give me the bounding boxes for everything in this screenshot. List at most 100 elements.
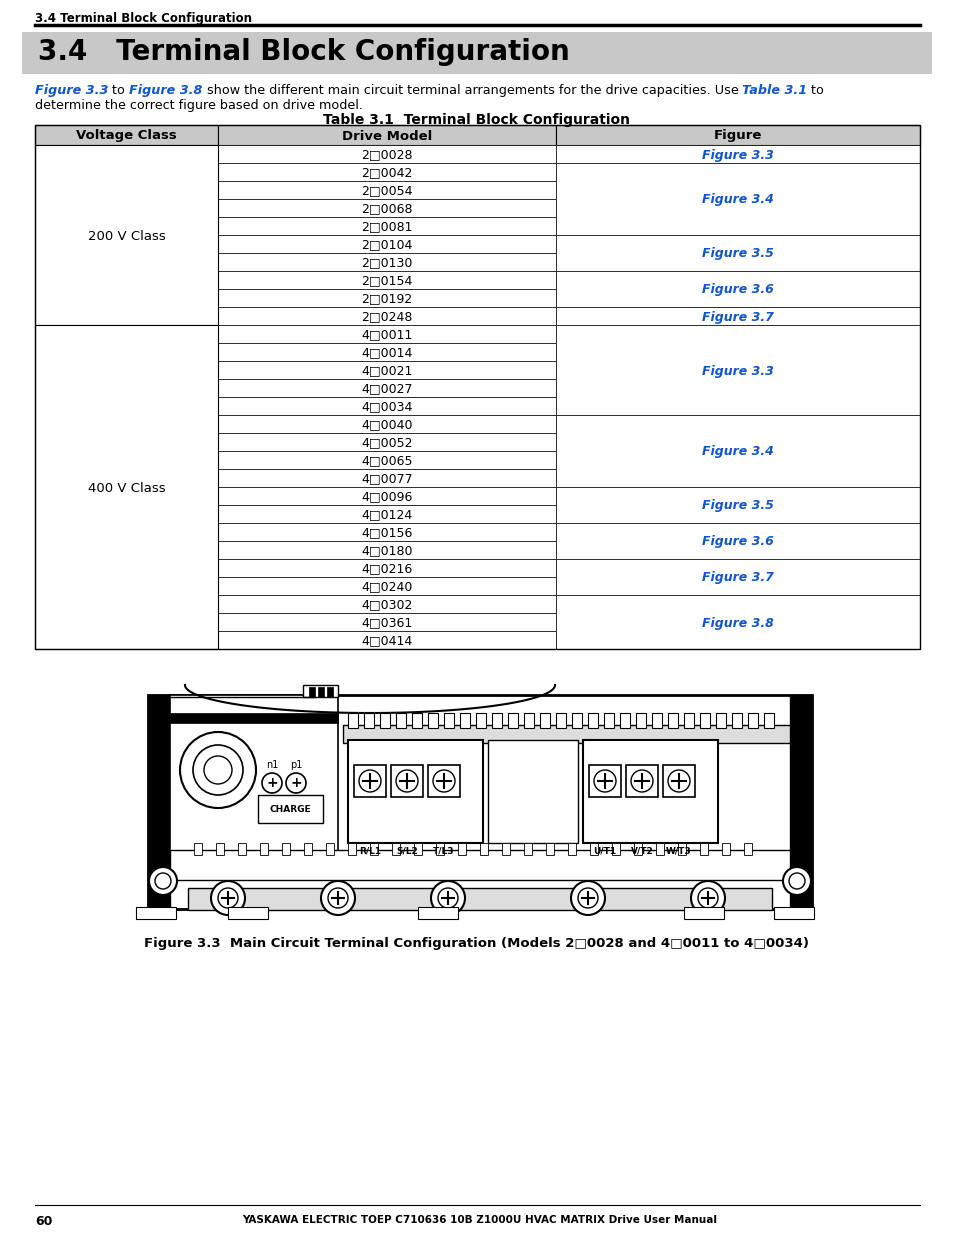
Text: Voltage Class: Voltage Class — [76, 130, 176, 142]
Bar — [260, 844, 268, 855]
Text: 200 V Class: 200 V Class — [88, 230, 165, 242]
Bar — [721, 844, 729, 855]
Text: 4□0156: 4□0156 — [361, 526, 413, 540]
Circle shape — [437, 888, 457, 908]
Text: YASKAWA ELECTRIC TOEP C710636 10B Z1000U HVAC MATRIX Drive User Manual: YASKAWA ELECTRIC TOEP C710636 10B Z1000U… — [242, 1215, 717, 1225]
Bar — [218, 541, 556, 559]
Bar — [218, 613, 556, 631]
Text: 4□0124: 4□0124 — [361, 509, 413, 521]
Bar — [716, 713, 725, 727]
Circle shape — [690, 881, 724, 915]
Bar — [662, 764, 695, 797]
Bar — [523, 713, 534, 727]
Bar — [170, 695, 337, 860]
Text: CHARGE: CHARGE — [270, 805, 311, 815]
Bar — [257, 795, 323, 823]
Bar — [572, 713, 581, 727]
Bar — [619, 713, 629, 727]
Bar — [317, 687, 324, 697]
Text: Figure 3.6: Figure 3.6 — [701, 284, 773, 296]
Bar — [35, 125, 218, 144]
Bar — [218, 522, 556, 541]
Bar — [148, 695, 170, 909]
Circle shape — [286, 773, 306, 793]
Text: 2□0104: 2□0104 — [361, 238, 413, 252]
Bar — [348, 844, 355, 855]
Bar — [589, 844, 598, 855]
Text: 4□0034: 4□0034 — [361, 400, 413, 414]
Text: 2□0054: 2□0054 — [361, 184, 413, 198]
Text: 2□0248: 2□0248 — [361, 310, 413, 324]
Bar — [136, 906, 175, 919]
Text: 2□0192: 2□0192 — [361, 293, 413, 305]
Text: to: to — [806, 84, 823, 98]
Text: Figure 3.6: Figure 3.6 — [701, 536, 773, 548]
Bar — [588, 764, 620, 797]
Circle shape — [698, 888, 718, 908]
Text: determine the correct figure based on drive model.: determine the correct figure based on dr… — [35, 99, 363, 112]
Text: +: + — [290, 776, 301, 790]
Text: Figure 3.5: Figure 3.5 — [701, 247, 773, 261]
Text: T/L3: T/L3 — [433, 846, 455, 856]
Text: 3.4   Terminal Block Configuration: 3.4 Terminal Block Configuration — [38, 38, 569, 65]
Bar — [218, 469, 556, 487]
Text: 4□0021: 4□0021 — [361, 364, 413, 378]
Circle shape — [328, 888, 348, 908]
Bar — [436, 844, 443, 855]
Circle shape — [211, 881, 245, 915]
Circle shape — [571, 881, 604, 915]
Bar — [170, 713, 337, 722]
Bar — [556, 163, 919, 235]
Bar — [789, 695, 811, 909]
Bar — [501, 844, 510, 855]
Text: Figure 3.8: Figure 3.8 — [701, 616, 773, 630]
Bar — [218, 433, 556, 451]
Circle shape — [433, 769, 455, 792]
Bar — [348, 713, 357, 727]
Circle shape — [262, 773, 282, 793]
Bar — [218, 379, 556, 396]
Circle shape — [667, 769, 689, 792]
Circle shape — [782, 867, 810, 895]
Text: 4□0040: 4□0040 — [361, 419, 413, 431]
Text: +: + — [266, 776, 277, 790]
Bar — [343, 725, 789, 743]
Bar — [218, 125, 556, 144]
Text: 4□0414: 4□0414 — [361, 635, 413, 647]
Bar — [218, 396, 556, 415]
Text: 2□0081: 2□0081 — [361, 221, 413, 233]
Bar — [218, 217, 556, 235]
Text: 2□0028: 2□0028 — [361, 148, 413, 162]
Bar — [218, 487, 556, 505]
Bar — [634, 844, 641, 855]
Bar — [391, 764, 422, 797]
Bar — [218, 182, 556, 199]
Bar — [556, 713, 565, 727]
Bar — [539, 713, 550, 727]
Bar — [763, 713, 773, 727]
Bar — [683, 906, 723, 919]
Text: 2□0042: 2□0042 — [361, 167, 413, 179]
Bar — [218, 415, 556, 433]
Circle shape — [358, 769, 380, 792]
Bar — [303, 685, 337, 697]
Bar — [218, 361, 556, 379]
Text: 4□0302: 4□0302 — [361, 599, 413, 611]
Text: Figure 3.7: Figure 3.7 — [701, 572, 773, 584]
Bar — [683, 713, 693, 727]
Text: 4□0180: 4□0180 — [361, 545, 413, 557]
Bar — [282, 844, 290, 855]
Bar — [218, 559, 556, 577]
Circle shape — [788, 873, 804, 889]
Bar — [773, 906, 813, 919]
Text: Figure 3.5: Figure 3.5 — [701, 499, 773, 513]
Text: Figure 3.7: Figure 3.7 — [701, 310, 773, 324]
Bar — [743, 844, 751, 855]
Circle shape — [578, 888, 598, 908]
Bar — [215, 844, 224, 855]
Bar — [417, 906, 457, 919]
Circle shape — [193, 745, 243, 795]
Bar — [218, 199, 556, 217]
Bar — [556, 415, 919, 487]
Bar — [556, 522, 919, 559]
